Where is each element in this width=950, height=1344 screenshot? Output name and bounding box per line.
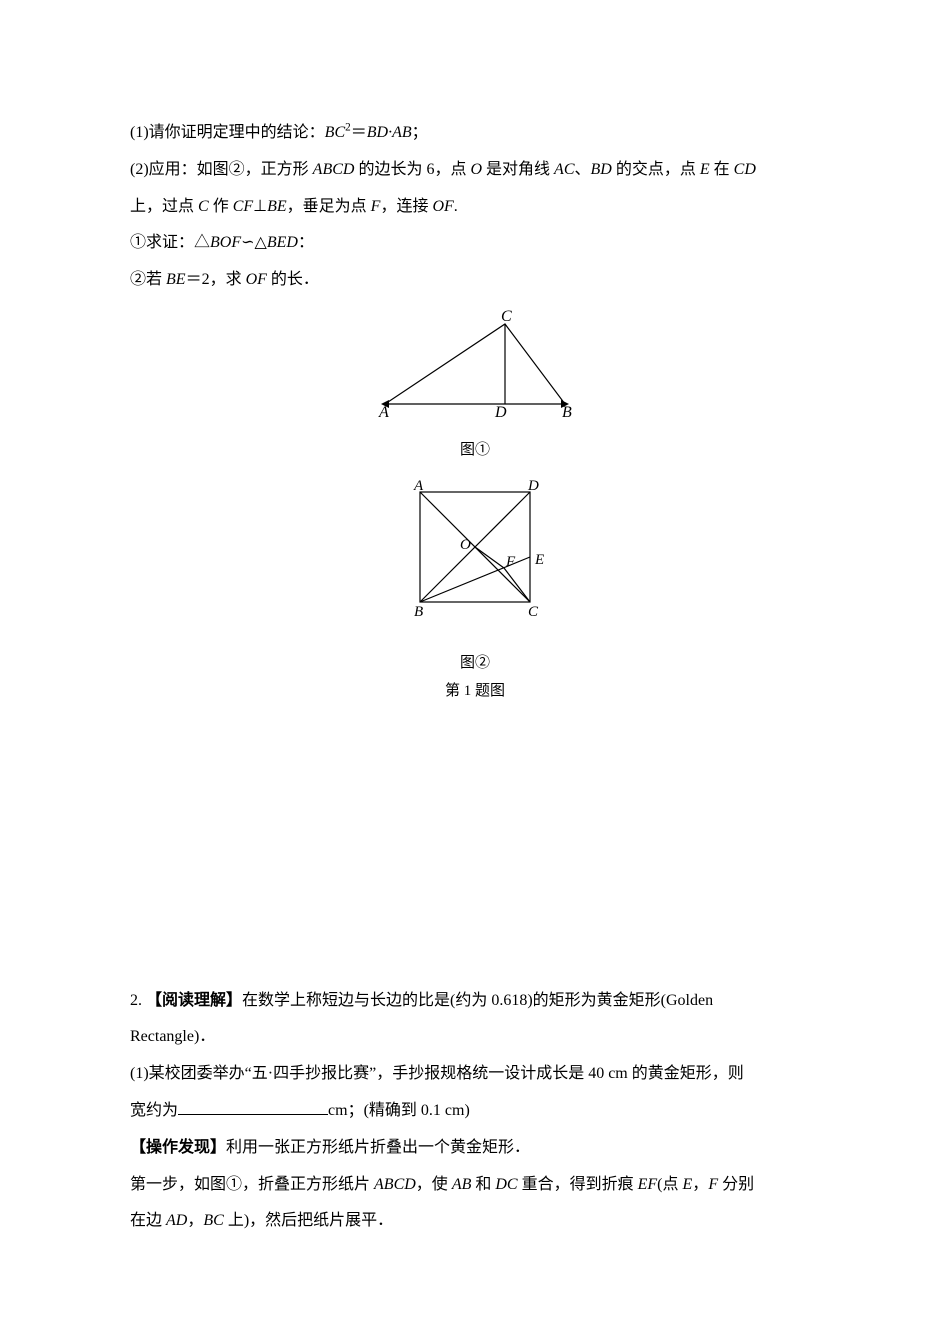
text: (1)某校团委举办“五·四手抄报比赛”，手抄报规格统一设计成长是 40 cm 的… xyxy=(130,1065,744,1082)
q2-num: 2. xyxy=(130,992,146,1009)
text: 在 xyxy=(710,161,734,178)
label-B: B xyxy=(562,404,572,419)
math: F xyxy=(708,1176,718,1193)
text: ， xyxy=(187,1212,203,1229)
text: 和 xyxy=(471,1176,495,1193)
math-bdab: BD·AB xyxy=(367,124,412,141)
text: 的交点，点 xyxy=(612,161,700,178)
math: C xyxy=(198,198,209,215)
math: CF xyxy=(233,198,253,215)
math: DC xyxy=(495,1176,517,1193)
text: 上，过点 xyxy=(130,198,198,215)
text: ； xyxy=(412,124,428,141)
math: AC xyxy=(554,161,574,178)
label-C: C xyxy=(528,604,539,620)
square-diagram: A D B C O E F xyxy=(400,472,550,632)
vertical-gap xyxy=(130,703,820,983)
q2-line7: 在边 AD，BC 上)，然后把纸片展平． xyxy=(130,1203,820,1240)
q2-line4: 宽约为 cm；(精确到 0.1 cm) xyxy=(130,1093,820,1130)
math: AB xyxy=(452,1176,472,1193)
label-F: F xyxy=(505,554,516,570)
text: ⊥ xyxy=(253,198,267,215)
label-C: C xyxy=(501,309,512,325)
text: 在边 xyxy=(130,1212,166,1229)
fig-main-caption: 第 1 题图 xyxy=(130,679,820,703)
math: BED xyxy=(267,234,298,251)
math: F xyxy=(371,198,381,215)
text: 的长． xyxy=(267,271,319,288)
text: ： xyxy=(298,234,314,251)
text: ，垂足为点 xyxy=(287,198,371,215)
text: Rectangle)． xyxy=(130,1028,215,1045)
math: AD xyxy=(166,1212,187,1229)
text: ∽△ xyxy=(241,234,267,251)
math: OF xyxy=(246,271,267,288)
label-E: E xyxy=(534,552,544,568)
math: E xyxy=(700,161,710,178)
math: ABCD xyxy=(313,161,355,178)
section-heading: 【操作发现】 xyxy=(130,1139,226,1156)
math: O xyxy=(470,161,482,178)
q1-line3: 上，过点 C 作 CF⊥BE，垂足为点 F，连接 OF. xyxy=(130,189,820,226)
math: BC xyxy=(203,1212,223,1229)
label-A: A xyxy=(413,478,424,494)
label-D: D xyxy=(527,478,539,494)
fig1-caption: 图① xyxy=(130,438,820,462)
text: 上)，然后把纸片展平． xyxy=(224,1212,393,1229)
q2-line3: (1)某校团委举办“五·四手抄报比赛”，手抄报规格统一设计成长是 40 cm 的… xyxy=(130,1056,820,1093)
figure-1: A B C D 图① xyxy=(130,309,820,462)
text: (点 xyxy=(657,1176,682,1193)
text: 的边长为 6，点 xyxy=(354,161,470,178)
text: . xyxy=(454,198,458,215)
label-D: D xyxy=(494,404,507,419)
math: ABCD xyxy=(374,1176,416,1193)
q1-line1: (1)请你证明定理中的结论：BC2＝BD·AB； xyxy=(130,115,820,152)
triangle-diagram: A B C D xyxy=(365,309,585,419)
q1-line4: ①求证：△BOF∽△BED： xyxy=(130,225,820,262)
label-B: B xyxy=(414,604,423,620)
text: 第一步，如图①，折叠正方形纸片 xyxy=(130,1176,374,1193)
math: BD xyxy=(591,161,612,178)
page: (1)请你证明定理中的结论：BC2＝BD·AB； (2)应用：如图②，正方形 A… xyxy=(0,0,950,1300)
math: BE xyxy=(267,198,287,215)
math: BE xyxy=(166,271,186,288)
text: ， xyxy=(692,1176,708,1193)
figure-2: A D B C O E F 图② 第 1 题图 xyxy=(130,472,820,703)
fig2-caption: 图② xyxy=(130,651,820,675)
q2-line5: 【操作发现】利用一张正方形纸片折叠出一个黄金矩形． xyxy=(130,1130,820,1167)
text: (1)请你证明定理中的结论： xyxy=(130,124,325,141)
text: (2)应用：如图②，正方形 xyxy=(130,161,313,178)
text: ＝2，求 xyxy=(186,271,246,288)
text: ②若 xyxy=(130,271,166,288)
text: ①求证：△ xyxy=(130,234,210,251)
text: ，使 xyxy=(416,1176,452,1193)
math: CD xyxy=(734,161,756,178)
math: E xyxy=(683,1176,693,1193)
text: 重合，得到折痕 xyxy=(518,1176,638,1193)
text: ＝ xyxy=(351,124,367,141)
q2-line6: 第一步，如图①，折叠正方形纸片 ABCD，使 AB 和 DC 重合，得到折痕 E… xyxy=(130,1167,820,1204)
text: 在数学上称短边与长边的比是(约为 0.618)的矩形为黄金矩形(Golden xyxy=(242,992,713,1009)
text: 宽约为 xyxy=(130,1102,178,1119)
math: EF xyxy=(638,1176,658,1193)
text: cm；(精确到 0.1 cm) xyxy=(328,1102,470,1119)
q1-line5: ②若 BE＝2，求 OF 的长． xyxy=(130,262,820,299)
text: 分别 xyxy=(718,1176,754,1193)
fill-in-blank xyxy=(178,1098,328,1115)
text: 作 xyxy=(209,198,233,215)
q2-line2: Rectangle)． xyxy=(130,1019,820,1056)
section-heading: 【阅读理解】 xyxy=(146,992,242,1009)
text: 是对角线 xyxy=(482,161,554,178)
q1-line2: (2)应用：如图②，正方形 ABCD 的边长为 6，点 O 是对角线 AC、BD… xyxy=(130,152,820,189)
text: ，连接 xyxy=(380,198,432,215)
math: BOF xyxy=(210,234,241,251)
label-A: A xyxy=(378,404,389,419)
math-bc: BC xyxy=(325,124,345,141)
text: 、 xyxy=(575,161,591,178)
math: OF xyxy=(432,198,453,215)
q2-line1: 2. 【阅读理解】在数学上称短边与长边的比是(约为 0.618)的矩形为黄金矩形… xyxy=(130,983,820,1020)
label-O: O xyxy=(460,537,471,553)
text: 利用一张正方形纸片折叠出一个黄金矩形． xyxy=(226,1139,530,1156)
